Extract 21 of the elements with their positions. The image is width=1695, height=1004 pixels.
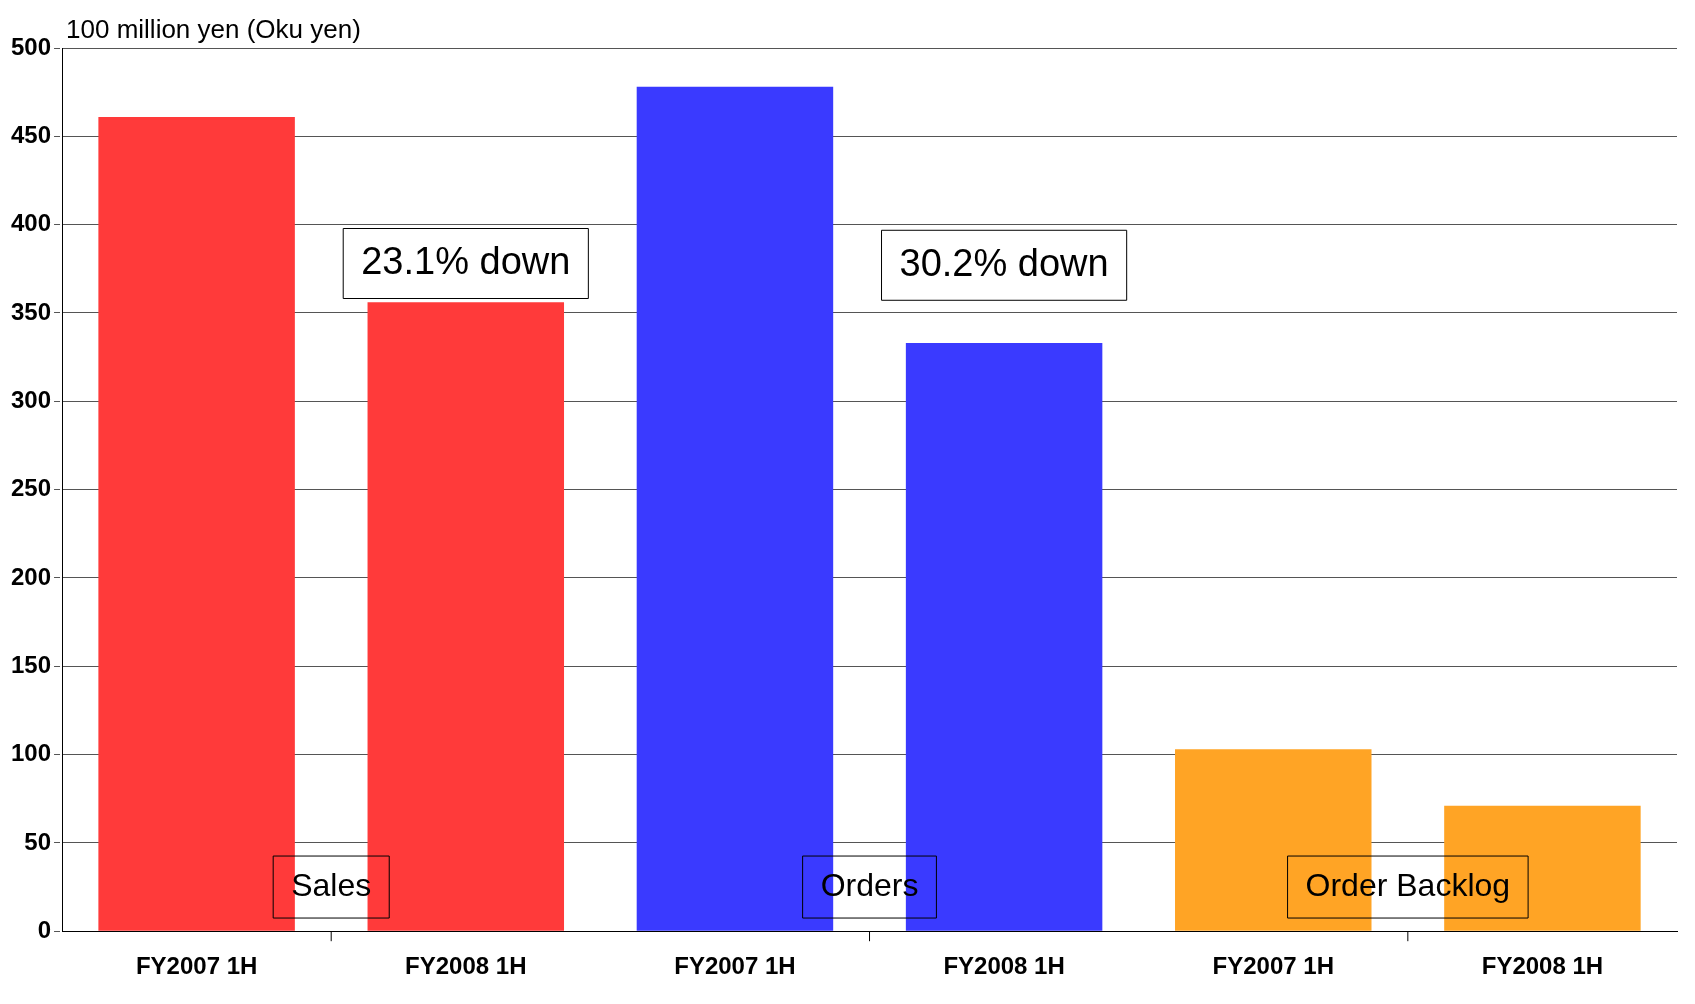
y-tick-label: 400 bbox=[11, 209, 52, 237]
y-tick-label: 500 bbox=[11, 32, 52, 60]
x-tick-label: FY2007 1H bbox=[1212, 952, 1334, 980]
x-tick-label: FY2008 1H bbox=[405, 952, 527, 980]
y-tick-label: 100 bbox=[11, 739, 52, 767]
annotation: 23.1% down bbox=[361, 239, 571, 282]
y-tick-label: 50 bbox=[24, 827, 52, 855]
y-tick-label: 350 bbox=[11, 297, 52, 325]
y-axis-title: 100 million yen (Oku yen) bbox=[66, 14, 361, 45]
annotation: 30.2% down bbox=[899, 241, 1109, 284]
bar bbox=[98, 116, 295, 931]
y-tick-label: 200 bbox=[11, 562, 52, 590]
x-tick-label: FY2008 1H bbox=[943, 952, 1065, 980]
x-tick-label: FY2007 1H bbox=[135, 952, 258, 980]
y-tick-label: 0 bbox=[37, 915, 52, 943]
x-tick-label: FY2008 1H bbox=[1481, 952, 1604, 980]
y-tick-label: 300 bbox=[11, 385, 52, 413]
y-tick-label: 450 bbox=[11, 120, 52, 148]
y-tick-label: 150 bbox=[11, 650, 52, 678]
x-tick-label: FY2007 1H bbox=[674, 952, 796, 980]
y-tick-label: 250 bbox=[11, 474, 52, 502]
